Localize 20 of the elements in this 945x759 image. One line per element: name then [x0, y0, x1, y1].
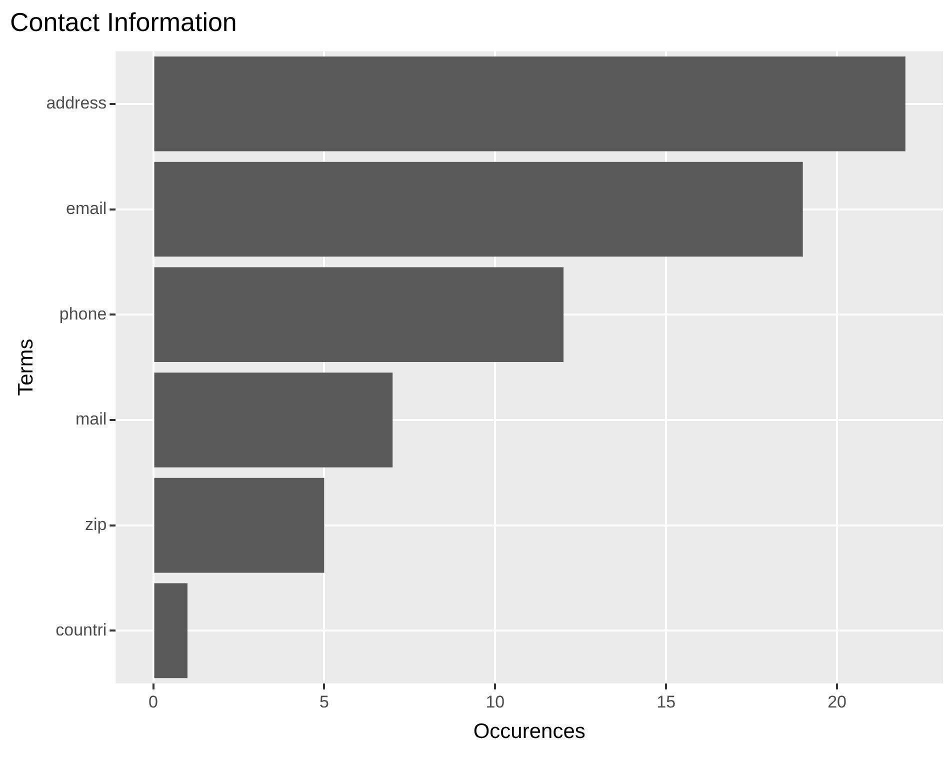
x-axis-title: Occurences — [473, 720, 586, 744]
bar — [154, 162, 803, 257]
y-tick-label: phone — [59, 304, 107, 324]
x-tick-label: 5 — [319, 692, 329, 712]
bar — [154, 56, 906, 152]
bar — [154, 583, 188, 678]
y-tick-label: zip — [84, 515, 107, 534]
x-tick-label: 15 — [656, 692, 676, 712]
x-tick-label: 20 — [828, 692, 846, 712]
y-tick-label: address — [46, 94, 107, 113]
x-tick-label: 0 — [148, 692, 158, 712]
y-tick-label: mail — [76, 410, 107, 429]
bar — [154, 267, 564, 362]
x-tick-label: 10 — [486, 692, 505, 712]
chart-title: Contact Information — [10, 6, 237, 37]
y-tick-label: countri — [56, 620, 107, 640]
bar — [154, 478, 324, 573]
y-tick-label: email — [66, 198, 107, 218]
bar — [154, 372, 393, 468]
y-axis-title: Terms — [14, 338, 38, 396]
